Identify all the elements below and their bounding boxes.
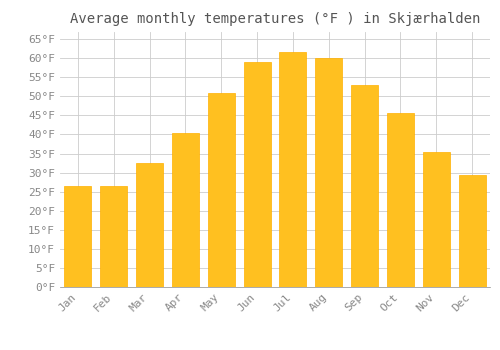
Bar	[423, 152, 450, 287]
Bar	[280, 52, 306, 287]
Bar	[172, 133, 199, 287]
Bar	[100, 186, 127, 287]
Bar	[387, 113, 414, 287]
Bar	[351, 85, 378, 287]
Bar	[208, 92, 234, 287]
Bar	[316, 58, 342, 287]
Bar	[244, 62, 270, 287]
Bar	[64, 186, 92, 287]
Title: Average monthly temperatures (°F ) in Skjærhalden: Average monthly temperatures (°F ) in Sk…	[70, 12, 480, 26]
Bar	[136, 163, 163, 287]
Bar	[458, 175, 485, 287]
